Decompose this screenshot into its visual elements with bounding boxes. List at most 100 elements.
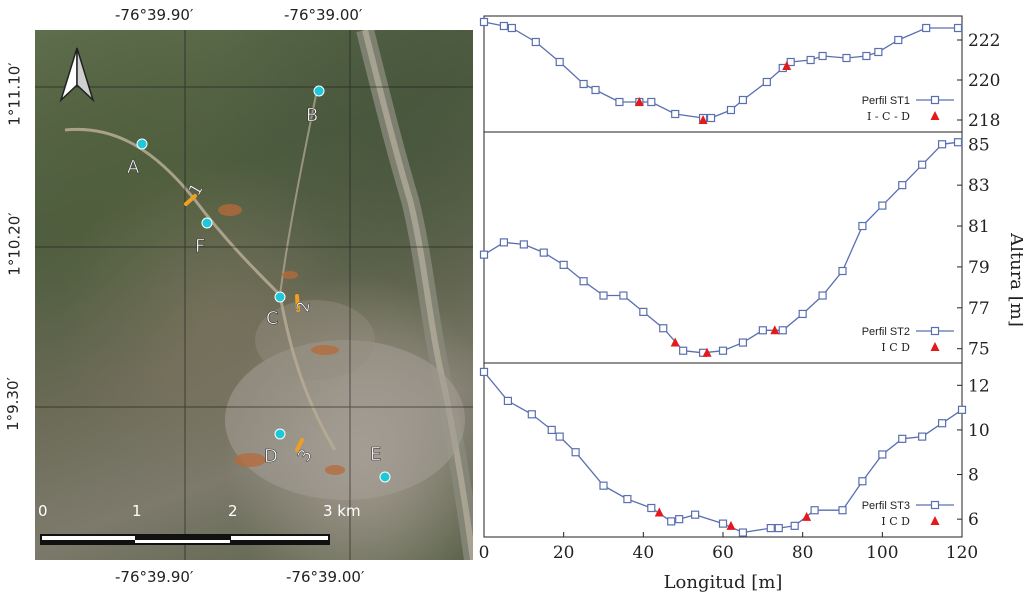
scale-bar xyxy=(40,534,330,545)
panel-2-profile-point xyxy=(499,238,509,247)
x-tick-label: 100 xyxy=(866,543,898,563)
panel-2-profile-point xyxy=(778,326,787,335)
x-tick-label: 20 xyxy=(553,543,575,563)
panel-2-profile-point xyxy=(639,307,648,316)
panel-3-y-tick-label: 8 xyxy=(968,466,979,486)
profile-chart: 218 220 222 Perfil ST1 I - C - D 75 77 79 81 83 85… xyxy=(478,0,1023,599)
point-marker-d xyxy=(274,428,286,440)
panel-2-profile-point xyxy=(738,338,748,347)
panel-3-profile-point xyxy=(503,396,512,406)
panel-2-profile-point xyxy=(519,240,528,249)
panel-2-profile-point xyxy=(659,324,668,333)
panel-2-y-tick-label: 83 xyxy=(968,176,990,196)
panel-3-profile-point xyxy=(555,432,564,441)
panel-2-y-tick-label: 75 xyxy=(968,340,990,360)
panel-1-profile-point xyxy=(726,105,736,115)
lat-label-3: 1°9.30′ xyxy=(3,377,22,431)
panel-2-profile-point xyxy=(579,277,588,286)
scale-label-0: 0 xyxy=(38,502,48,520)
x-tick-label: 80 xyxy=(792,543,814,563)
panel-1-profile-point xyxy=(953,23,963,33)
point-marker-a xyxy=(136,138,148,150)
north-arrow-icon xyxy=(59,47,95,103)
panel-2-profile-point xyxy=(878,201,887,210)
panel-1-marker-point xyxy=(782,61,792,70)
panel-1-marker-point xyxy=(698,115,708,124)
panel-3-profile-point xyxy=(774,523,783,533)
panel-3-y-tick-label: 10 xyxy=(968,421,990,441)
panel-2-legend-marker-label: I C D xyxy=(881,341,910,354)
panel-1-profile-point xyxy=(806,55,815,65)
panel-2-profile-line xyxy=(483,141,959,354)
panel-3-profile-point xyxy=(918,432,927,441)
top-lon-label-2: -76°39.00′ xyxy=(284,6,363,24)
panel-3-profile-point xyxy=(810,506,819,515)
panel-2-profile-point xyxy=(718,346,728,355)
panel-1-profile-point xyxy=(499,21,509,31)
panel-1-profile-point xyxy=(479,17,489,27)
panel-2-profile-point xyxy=(798,309,807,319)
point-marker-e xyxy=(379,471,391,483)
panel-2-profile-point xyxy=(918,160,927,169)
panel-3-profile-point xyxy=(838,506,847,515)
panel-1-marker-point xyxy=(634,97,644,106)
panel-1-profile-point xyxy=(591,85,600,95)
panel-2-profile-point xyxy=(898,181,907,190)
panel-3-profile-point xyxy=(647,503,656,513)
panel-2-profile-point xyxy=(679,346,688,355)
lat-label-1: 1°11.10′ xyxy=(5,62,24,126)
panel-3-legend-marker-label: I C D xyxy=(881,515,910,528)
panel-1-y-tick-label: 220 xyxy=(968,71,1000,91)
panel-3-marker-point xyxy=(654,507,664,517)
panel-2-y-tick-label: 77 xyxy=(968,299,990,319)
panel-3-profile-point xyxy=(790,521,799,530)
panel-2-profile-point xyxy=(619,291,628,300)
panel-2-marker-point xyxy=(670,337,680,347)
point-marker-f xyxy=(201,217,213,229)
panel-3-profile-point xyxy=(898,434,907,443)
panel-2-y-tick-label: 79 xyxy=(968,258,990,278)
panel-2-marker-point xyxy=(702,347,712,357)
panel-3-profile-point xyxy=(858,477,867,486)
panel-2-profile-point xyxy=(937,140,947,149)
panel-1-legend-series-label: Perfil ST1 xyxy=(862,95,910,107)
panel-3-y-tick-label: 6 xyxy=(968,510,979,530)
panel-3-profile-point xyxy=(738,528,748,537)
panel-3-profile-point xyxy=(623,494,632,504)
panel-1-profile-point xyxy=(862,51,871,61)
scale-label-2: 2 xyxy=(228,502,238,520)
bottom-lon-label-2: -76°39.00′ xyxy=(286,568,365,586)
panel-1-profile-point xyxy=(922,23,931,33)
top-lon-label-1: -76°39.90′ xyxy=(115,6,194,24)
panel-3-profile-point xyxy=(878,450,887,459)
panel-3-marker-point xyxy=(802,511,812,521)
panel-2-profile-point xyxy=(599,291,608,300)
x-tick-label: 60 xyxy=(712,543,734,563)
panel-3-marker-point xyxy=(726,520,736,530)
panel-1-profile-point xyxy=(842,53,851,63)
panel-1-profile-point xyxy=(615,97,624,107)
profile-label-1: 1 xyxy=(185,180,208,199)
panel-1-profile-point xyxy=(874,47,883,57)
panel-3-profile-point xyxy=(527,410,536,419)
panel-3-y-tick-label: 12 xyxy=(968,376,990,396)
panel-3-legend-square xyxy=(930,500,940,510)
panel-1-profile-point xyxy=(894,35,903,45)
panel-3-profile-point xyxy=(571,448,580,457)
panel-3-legend-series-label: Perfil ST3 xyxy=(862,500,910,512)
panel-2-profile-point xyxy=(539,248,548,257)
panel-2-y-tick-label: 81 xyxy=(968,217,990,237)
panel-1-legend-triangle xyxy=(930,111,940,120)
panel-1-profile-point xyxy=(555,57,564,67)
panel-1-profile-point xyxy=(507,23,516,33)
panel-3-legend-triangle xyxy=(930,516,940,525)
point-marker-c xyxy=(274,291,286,303)
panel-1-y-tick-label: 218 xyxy=(968,111,1000,131)
panel-2-y-tick-label: 85 xyxy=(968,135,990,155)
panel-2-profile-point xyxy=(858,221,867,231)
x-axis-label: Longitud [m] xyxy=(664,572,783,593)
panel-3-profile-point xyxy=(718,519,728,528)
point-label-c: C xyxy=(266,308,279,329)
panel-3-profile-point xyxy=(766,523,775,533)
profile-line-2 xyxy=(295,294,300,312)
